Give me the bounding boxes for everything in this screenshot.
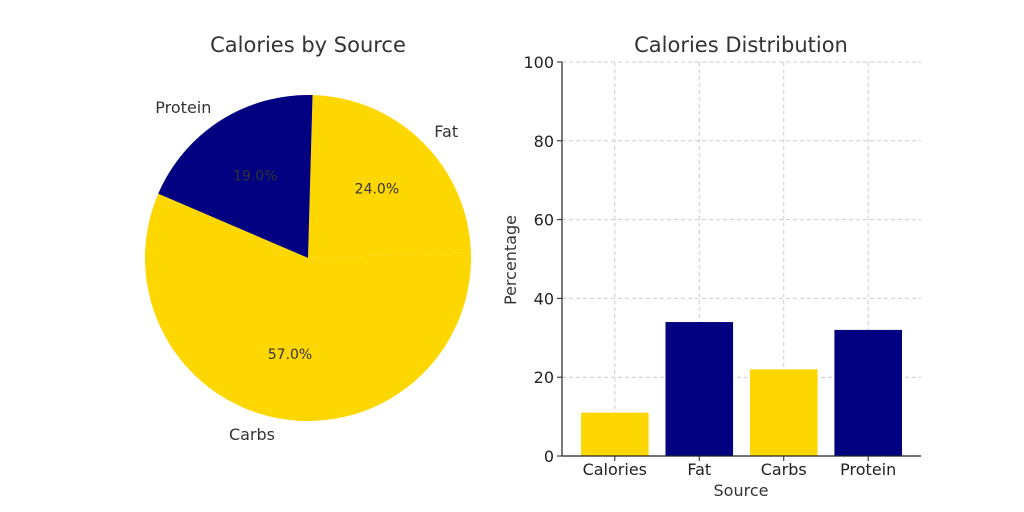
bar-y-axis-label: Percentage	[501, 215, 520, 305]
bar-protein	[834, 329, 902, 456]
pie-label-carbs: Carbs	[229, 425, 275, 444]
bar-y-tick-label: 100	[523, 53, 554, 72]
bar-x-tick-label-fat: Fat	[687, 460, 711, 479]
pie-slice-fat	[308, 95, 471, 258]
pie-percent-protein: 19.0%	[233, 169, 277, 185]
bar-axes	[561, 62, 921, 457]
bar-chart: Calories Distribution 0 20 40 60 80 100 Calor…	[501, 33, 921, 500]
bar-bars	[581, 322, 902, 456]
bar-x-axis-label: Source	[714, 481, 769, 500]
pie-chart: Calories by Source Fat 24.0% Protein 19.0% C…	[144, 33, 471, 444]
bar-y-tick-label: 60	[534, 211, 554, 230]
pie-slices	[144, 94, 471, 422]
pie-labels: Fat 24.0% Protein 19.0% Carbs 57.0%	[155, 98, 458, 444]
bar-y-tick-label: 40	[534, 289, 554, 308]
bar-calories	[581, 412, 649, 456]
bar-x-tick-label-carbs: Carbs	[761, 460, 807, 479]
bar-chart-title: Calories Distribution	[634, 33, 848, 57]
bar-y-ticks: 0 20 40 60 80 100	[523, 53, 562, 466]
pie-chart-title: Calories by Source	[210, 33, 406, 57]
pie-label-protein: Protein	[155, 98, 211, 117]
bar-x-tick-label-protein: Protein	[840, 460, 896, 479]
pie-percent-carbs: 57.0%	[268, 347, 312, 363]
bar-x-ticks: Calories Fat Carbs Protein	[583, 456, 896, 479]
pie-slice-carbs	[144, 193, 471, 422]
bar-carbs	[749, 369, 818, 456]
bar-y-tick-label: 20	[534, 368, 554, 387]
bar-x-tick-label-calories: Calories	[583, 460, 647, 479]
bar-y-tick-label: 0	[544, 447, 554, 466]
pie-slice-protein	[158, 94, 313, 258]
bar-y-tick-label: 80	[534, 132, 554, 151]
pie-label-fat: Fat	[434, 122, 458, 141]
bar-fat	[665, 322, 734, 456]
pie-percent-fat: 24.0%	[355, 182, 399, 198]
